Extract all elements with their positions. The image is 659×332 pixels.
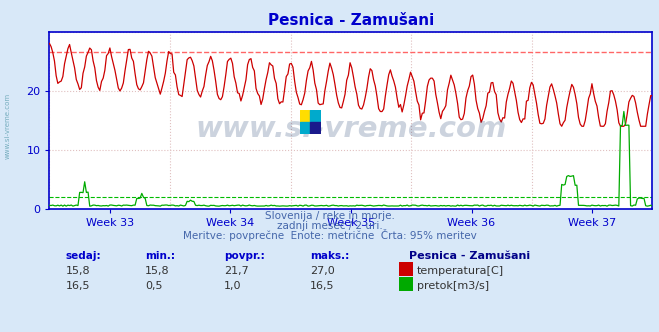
Text: 21,7: 21,7: [224, 266, 249, 276]
Text: www.si-vreme.com: www.si-vreme.com: [195, 115, 507, 143]
Text: 16,5: 16,5: [310, 281, 334, 291]
Title: Pesnica - Zamušani: Pesnica - Zamušani: [268, 13, 434, 28]
Text: Slovenija / reke in morje.: Slovenija / reke in morje.: [264, 211, 395, 221]
Text: 16,5: 16,5: [66, 281, 90, 291]
Text: 0,5: 0,5: [145, 281, 163, 291]
Text: Pesnica - Zamušani: Pesnica - Zamušani: [409, 251, 530, 261]
Bar: [300, 110, 310, 122]
Text: www.si-vreme.com: www.si-vreme.com: [5, 93, 11, 159]
Text: pretok[m3/s]: pretok[m3/s]: [417, 281, 489, 291]
Text: zadnji mesec / 2 uri.: zadnji mesec / 2 uri.: [277, 221, 382, 231]
Text: povpr.:: povpr.:: [224, 251, 265, 261]
Text: 15,8: 15,8: [66, 266, 90, 276]
Text: Meritve: povprečne  Enote: metrične  Črta: 95% meritev: Meritve: povprečne Enote: metrične Črta:…: [183, 229, 476, 241]
Text: temperatura[C]: temperatura[C]: [417, 266, 504, 276]
Text: 1,0: 1,0: [224, 281, 242, 291]
Text: 15,8: 15,8: [145, 266, 169, 276]
Text: sedaj:: sedaj:: [66, 251, 101, 261]
Bar: [300, 122, 310, 134]
Text: min.:: min.:: [145, 251, 175, 261]
Text: maks.:: maks.:: [310, 251, 349, 261]
Bar: [310, 122, 321, 134]
Text: 27,0: 27,0: [310, 266, 335, 276]
Bar: [310, 110, 321, 122]
